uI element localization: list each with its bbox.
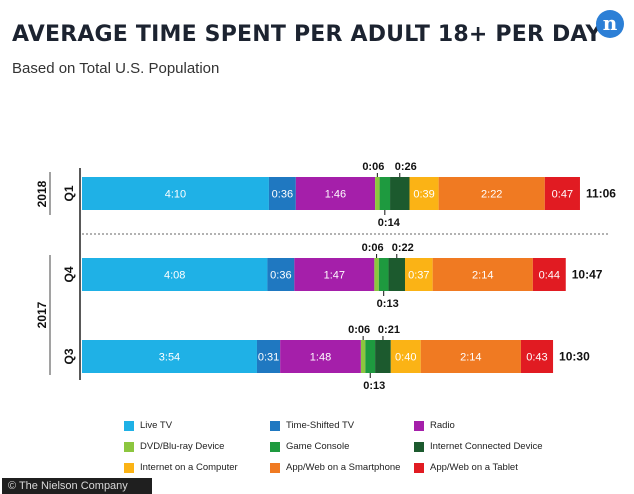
stacked-bar-chart: 2018 2017 Q1 4:10 0:36 1:46 0:39 2:22 0:47 0:06 0:… [35, 161, 616, 392]
bar-segment [409, 177, 439, 210]
bar-segment [375, 340, 391, 373]
chart-title: AVERAGE TIME SPENT PER ADULT 18+ PER DAY [12, 22, 602, 47]
legend-label: Time-Shifted TV [286, 420, 355, 431]
legend-label: Radio [430, 420, 455, 431]
segment-value-label: 0:06 [362, 161, 384, 173]
quarter-label-q4: Q4 [62, 266, 76, 282]
bar-segment [280, 340, 361, 373]
bar-segment [82, 177, 269, 210]
segment-value-label: 0:31 [258, 352, 279, 364]
legend-label: Internet on a Computer [140, 462, 238, 473]
segment-value-label: 2:14 [472, 270, 493, 282]
segment-value-label: 0:44 [539, 270, 560, 282]
quarter-label-q1: Q1 [62, 185, 76, 201]
quarter-label-q3: Q3 [62, 348, 76, 364]
bar-segment [256, 340, 281, 373]
segment-value-label: 0:14 [378, 217, 401, 229]
legend-item: DVD/Blu-ray Device [124, 441, 224, 452]
bar-segment [82, 258, 268, 291]
segment-value-label: 1:48 [310, 352, 331, 364]
bar-segment [365, 340, 376, 373]
legend-label: App/Web on a Smartphone [286, 462, 401, 473]
segment-value-label: 0:13 [363, 380, 385, 392]
bar-segment [432, 258, 533, 291]
bar-segment [388, 258, 406, 291]
bar-segment [405, 258, 433, 291]
bar-segment [268, 177, 296, 210]
bar-total-label: 10:47 [572, 268, 603, 282]
segment-value-label: 0:37 [408, 270, 429, 282]
bar-segment [544, 177, 580, 210]
segment-value-label: 0:47 [552, 189, 573, 201]
legend-item: App/Web on a Tablet [414, 462, 518, 473]
segment-value-label: 0:21 [378, 324, 400, 336]
legend-label: App/Web on a Tablet [430, 462, 518, 473]
segment-value-label: 3:54 [159, 352, 180, 364]
bar-segment [267, 258, 295, 291]
bar-segment [379, 177, 391, 210]
bar-segment [378, 258, 389, 291]
legend-label: Game Console [286, 441, 350, 452]
segment-value-label: 0:36 [270, 270, 291, 282]
year-label-2018: 2018 [35, 180, 49, 207]
segment-value-label: 0:22 [392, 242, 414, 254]
segment-value-label: 0:06 [348, 324, 370, 336]
segment-value-label: 0:43 [526, 352, 547, 364]
segment-value-label: 0:39 [413, 189, 434, 201]
bar-segment [82, 340, 257, 373]
legend-label: Internet Connected Device [430, 441, 543, 452]
segment-value-label: 2:22 [481, 189, 502, 201]
copyright-footer: © The Nielson Company [2, 478, 152, 494]
legend-item: Time-Shifted TV [270, 420, 354, 431]
bar-segment [390, 177, 410, 210]
legend-label: Live TV [140, 420, 173, 431]
segment-value-label: 2:14 [460, 352, 481, 364]
bar-total-label: 10:30 [559, 350, 590, 364]
year-label-2017: 2017 [35, 301, 49, 328]
legend-swatch [270, 462, 280, 473]
segment-value-label: 0:06 [362, 242, 384, 254]
legend-item: Live TV [124, 420, 172, 431]
segment-value-label: 1:47 [324, 270, 345, 282]
bar-segment [294, 258, 375, 291]
bar-segment [390, 340, 421, 373]
legend-swatch [124, 441, 134, 452]
bar-segment [420, 340, 521, 373]
legend-item: Internet Connected Device [414, 441, 542, 452]
legend-swatch [414, 420, 424, 431]
legend-item: Game Console [270, 441, 349, 452]
nielsen-logo-icon: n [596, 10, 624, 38]
segment-value-label: 0:40 [395, 352, 416, 364]
bar-segment [520, 340, 554, 373]
legend-swatch [414, 462, 424, 473]
bar-segment [295, 177, 376, 210]
chart-subtitle: Based on Total U.S. Population [12, 60, 220, 77]
legend-item: Radio [414, 420, 455, 431]
legend-swatch [270, 420, 280, 431]
bar-segment [374, 258, 379, 291]
legend-item: App/Web on a Smartphone [270, 462, 400, 473]
segment-value-label: 4:10 [165, 189, 186, 201]
legend-swatch [124, 462, 134, 473]
bar-segment [375, 177, 380, 210]
bar-segment [438, 177, 545, 210]
legend-item: Internet on a Computer [124, 462, 238, 473]
legend-swatch [270, 441, 280, 452]
bar-total-label: 11:06 [586, 187, 616, 201]
segment-value-label: 4:08 [164, 270, 185, 282]
legend-swatch [124, 420, 134, 431]
legend-swatch [414, 441, 424, 452]
segment-value-label: 0:13 [377, 298, 399, 310]
bar-segment [532, 258, 566, 291]
bar-segment [360, 340, 366, 373]
segment-value-label: 0:26 [395, 161, 417, 173]
segment-value-label: 1:46 [325, 189, 346, 201]
segment-value-label: 0:36 [272, 189, 293, 201]
legend-label: DVD/Blu-ray Device [140, 441, 225, 452]
